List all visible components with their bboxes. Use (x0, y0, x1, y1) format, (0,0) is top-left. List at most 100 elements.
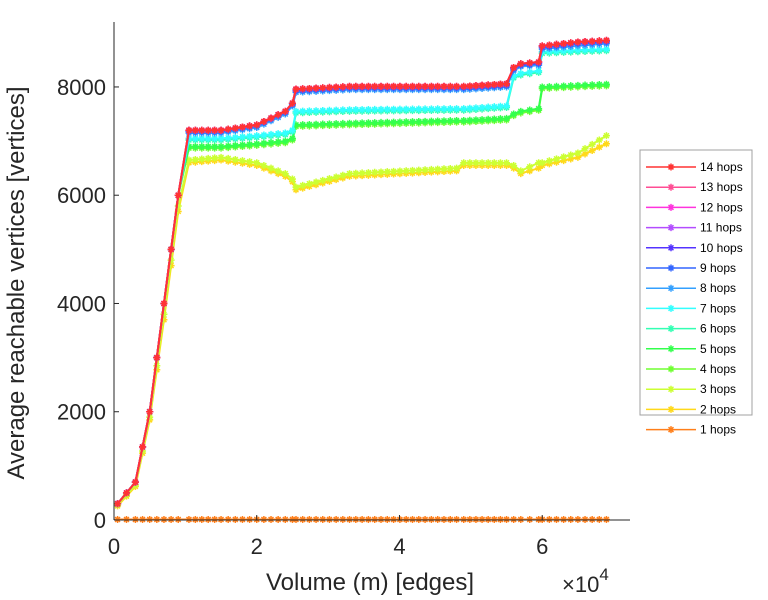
marker (560, 82, 568, 90)
marker (402, 82, 410, 90)
legend-label: 12 hops (700, 200, 743, 214)
marker (526, 68, 534, 76)
marker (552, 155, 560, 163)
marker (434, 105, 442, 113)
marker (484, 515, 492, 523)
legend-marker-icon (667, 405, 675, 413)
marker (339, 106, 347, 114)
marker (545, 515, 553, 523)
marker (339, 515, 347, 523)
marker (358, 82, 366, 90)
marker (490, 515, 498, 523)
marker (545, 41, 553, 49)
data-point (517, 167, 525, 175)
marker (383, 168, 391, 176)
marker (472, 82, 480, 90)
data-point (510, 63, 518, 71)
marker (496, 102, 504, 110)
marker (224, 142, 232, 150)
marker (526, 167, 534, 175)
marker (396, 118, 404, 126)
data-point (535, 58, 543, 66)
marker (260, 117, 268, 125)
marker (466, 82, 474, 90)
data-point (503, 159, 511, 167)
data-point (114, 500, 122, 508)
marker (231, 124, 239, 132)
marker (191, 143, 199, 150)
marker (595, 136, 603, 144)
legend-marker-icon (667, 426, 675, 434)
marker (396, 105, 404, 113)
legend-label: 3 hops (700, 382, 736, 396)
series-line (116, 142, 607, 507)
marker (567, 82, 575, 90)
marker (246, 158, 254, 166)
legend-marker-icon (667, 304, 675, 312)
marker (198, 515, 206, 523)
marker (312, 107, 320, 115)
marker (581, 145, 589, 153)
marker (274, 515, 282, 523)
marker (415, 515, 423, 523)
marker (122, 489, 130, 497)
marker (299, 107, 307, 115)
x-tick-label: 2 (251, 534, 263, 559)
marker (466, 104, 474, 112)
legend-marker-icon (667, 325, 675, 333)
data-point (131, 515, 139, 523)
data-point (185, 143, 193, 150)
data-point (185, 515, 193, 523)
marker (484, 81, 492, 89)
marker (371, 168, 379, 176)
marker (595, 81, 603, 89)
data-point (346, 82, 354, 90)
marker (274, 130, 282, 138)
legend-marker-icon (667, 163, 675, 171)
marker (191, 515, 199, 523)
series-layer (114, 36, 610, 523)
data-point (503, 515, 511, 523)
data-point (535, 515, 543, 523)
marker (224, 125, 232, 133)
marker (371, 105, 379, 113)
marker (358, 106, 366, 114)
x-multiplier-exponent: 4 (599, 565, 608, 584)
x-tick-label: 6 (536, 534, 548, 559)
marker (490, 115, 498, 123)
x-axis-title: Volume (m) [edges] (266, 569, 474, 596)
legend-marker-icon (667, 284, 675, 292)
marker (408, 82, 416, 90)
marker (260, 161, 268, 169)
marker (332, 515, 340, 523)
marker (325, 515, 333, 523)
legend-label: 2 hops (700, 402, 736, 416)
data-point (174, 202, 182, 210)
data-point (174, 191, 182, 199)
marker (319, 120, 327, 128)
marker (246, 140, 254, 148)
marker (478, 515, 486, 523)
marker (415, 166, 423, 174)
marker (198, 155, 206, 163)
marker (377, 515, 385, 523)
legend-marker-icon (667, 365, 675, 373)
series-3-hops (114, 132, 610, 509)
marker (167, 515, 175, 523)
marker (427, 105, 435, 113)
marker (402, 118, 410, 126)
data-point (460, 117, 468, 125)
marker (581, 515, 589, 523)
data-point (574, 149, 582, 157)
data-point (453, 515, 461, 523)
data-point (217, 143, 225, 150)
data-point (146, 408, 154, 416)
marker (153, 515, 161, 523)
marker (246, 122, 254, 130)
marker (231, 141, 239, 149)
data-point (602, 36, 610, 44)
marker (204, 515, 212, 523)
data-point (253, 121, 261, 129)
marker (490, 159, 498, 167)
